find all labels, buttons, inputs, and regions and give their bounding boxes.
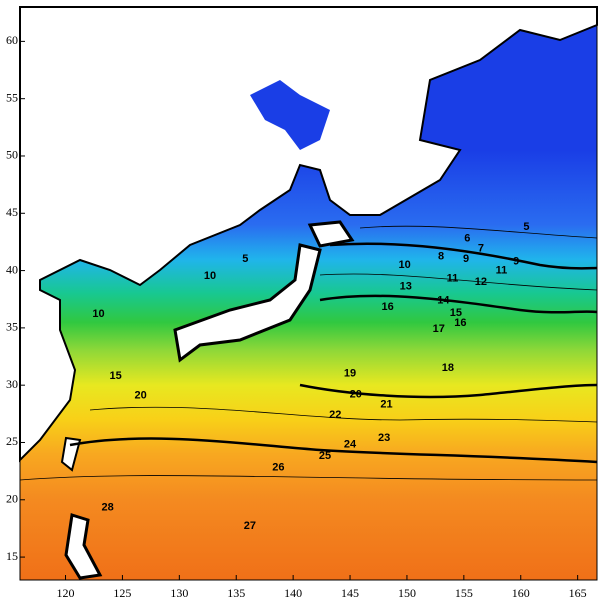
contour-label: 20 — [135, 389, 147, 401]
philippines — [64, 513, 103, 580]
x-tick-label: 155 — [455, 586, 473, 600]
y-tick-label: 30 — [6, 377, 18, 391]
x-tick-label: 120 — [57, 586, 75, 600]
contour-label: 9 — [463, 253, 469, 265]
contour-label: 16 — [381, 301, 393, 313]
y-tick-label: 20 — [6, 492, 18, 506]
contour-label: 25 — [319, 450, 331, 462]
contour-label: 17 — [433, 323, 445, 335]
contour-label: 6 — [464, 232, 470, 244]
contour-label: 10 — [399, 259, 411, 271]
contour-label: 11 — [496, 264, 508, 276]
isotherm — [319, 273, 598, 291]
contour-label: 14 — [437, 294, 450, 306]
contour-label: 18 — [442, 362, 454, 374]
isotherm — [359, 225, 598, 239]
contour-label: 15 — [450, 307, 462, 319]
contour-label: 10 — [92, 308, 104, 320]
contour-label: 16 — [454, 317, 466, 329]
taiwan — [60, 436, 82, 472]
y-tick-label: 25 — [6, 434, 18, 448]
x-tick-label: 165 — [569, 586, 587, 600]
contour-label: 13 — [400, 281, 412, 293]
isotherm — [19, 475, 598, 481]
contour-label: 21 — [380, 399, 392, 411]
contour-label: 20 — [350, 388, 362, 400]
contour-label: 23 — [378, 432, 390, 444]
contour-label: 19 — [344, 368, 356, 380]
hokkaido — [307, 220, 355, 248]
x-tick-label: 130 — [170, 586, 188, 600]
y-tick-label: 40 — [6, 262, 18, 276]
isotherm — [299, 383, 598, 399]
contour-label: 15 — [109, 370, 121, 382]
contour-label: 7 — [478, 243, 484, 255]
contour-label: 5 — [242, 253, 248, 265]
contour-label: 27 — [244, 520, 256, 532]
y-tick-label: 55 — [6, 90, 18, 104]
x-tick-label: 140 — [284, 586, 302, 600]
y-tick-label: 60 — [6, 33, 18, 47]
contour-label: 24 — [344, 439, 357, 451]
contour-label: 12 — [475, 276, 487, 288]
japan — [173, 243, 322, 363]
y-tick-label: 15 — [6, 549, 18, 563]
x-tick-label: 150 — [398, 586, 416, 600]
isotherm — [319, 294, 598, 314]
x-tick-label: 125 — [113, 586, 131, 600]
isotherm — [69, 437, 598, 464]
contour-label: 26 — [272, 462, 284, 474]
y-tick-label: 35 — [6, 320, 18, 334]
contour-label: 5 — [523, 221, 529, 233]
x-tick-label: 135 — [227, 586, 245, 600]
contour-label: 11 — [447, 273, 459, 285]
okhotsk-sea — [250, 80, 330, 150]
frame — [19, 6, 598, 581]
y-tick-label: 45 — [6, 205, 18, 219]
contour-label: 22 — [329, 409, 341, 421]
x-tick-label: 160 — [512, 586, 530, 600]
contour-label: 9 — [513, 255, 519, 267]
isotherm — [329, 242, 598, 270]
y-tick-label: 50 — [6, 148, 18, 162]
contour-label: 28 — [102, 502, 114, 514]
contour-label: 8 — [438, 251, 444, 263]
isotherm — [89, 406, 598, 423]
contour-label: 10 — [204, 270, 216, 282]
x-tick-label: 145 — [341, 586, 359, 600]
land — [19, 6, 598, 463]
